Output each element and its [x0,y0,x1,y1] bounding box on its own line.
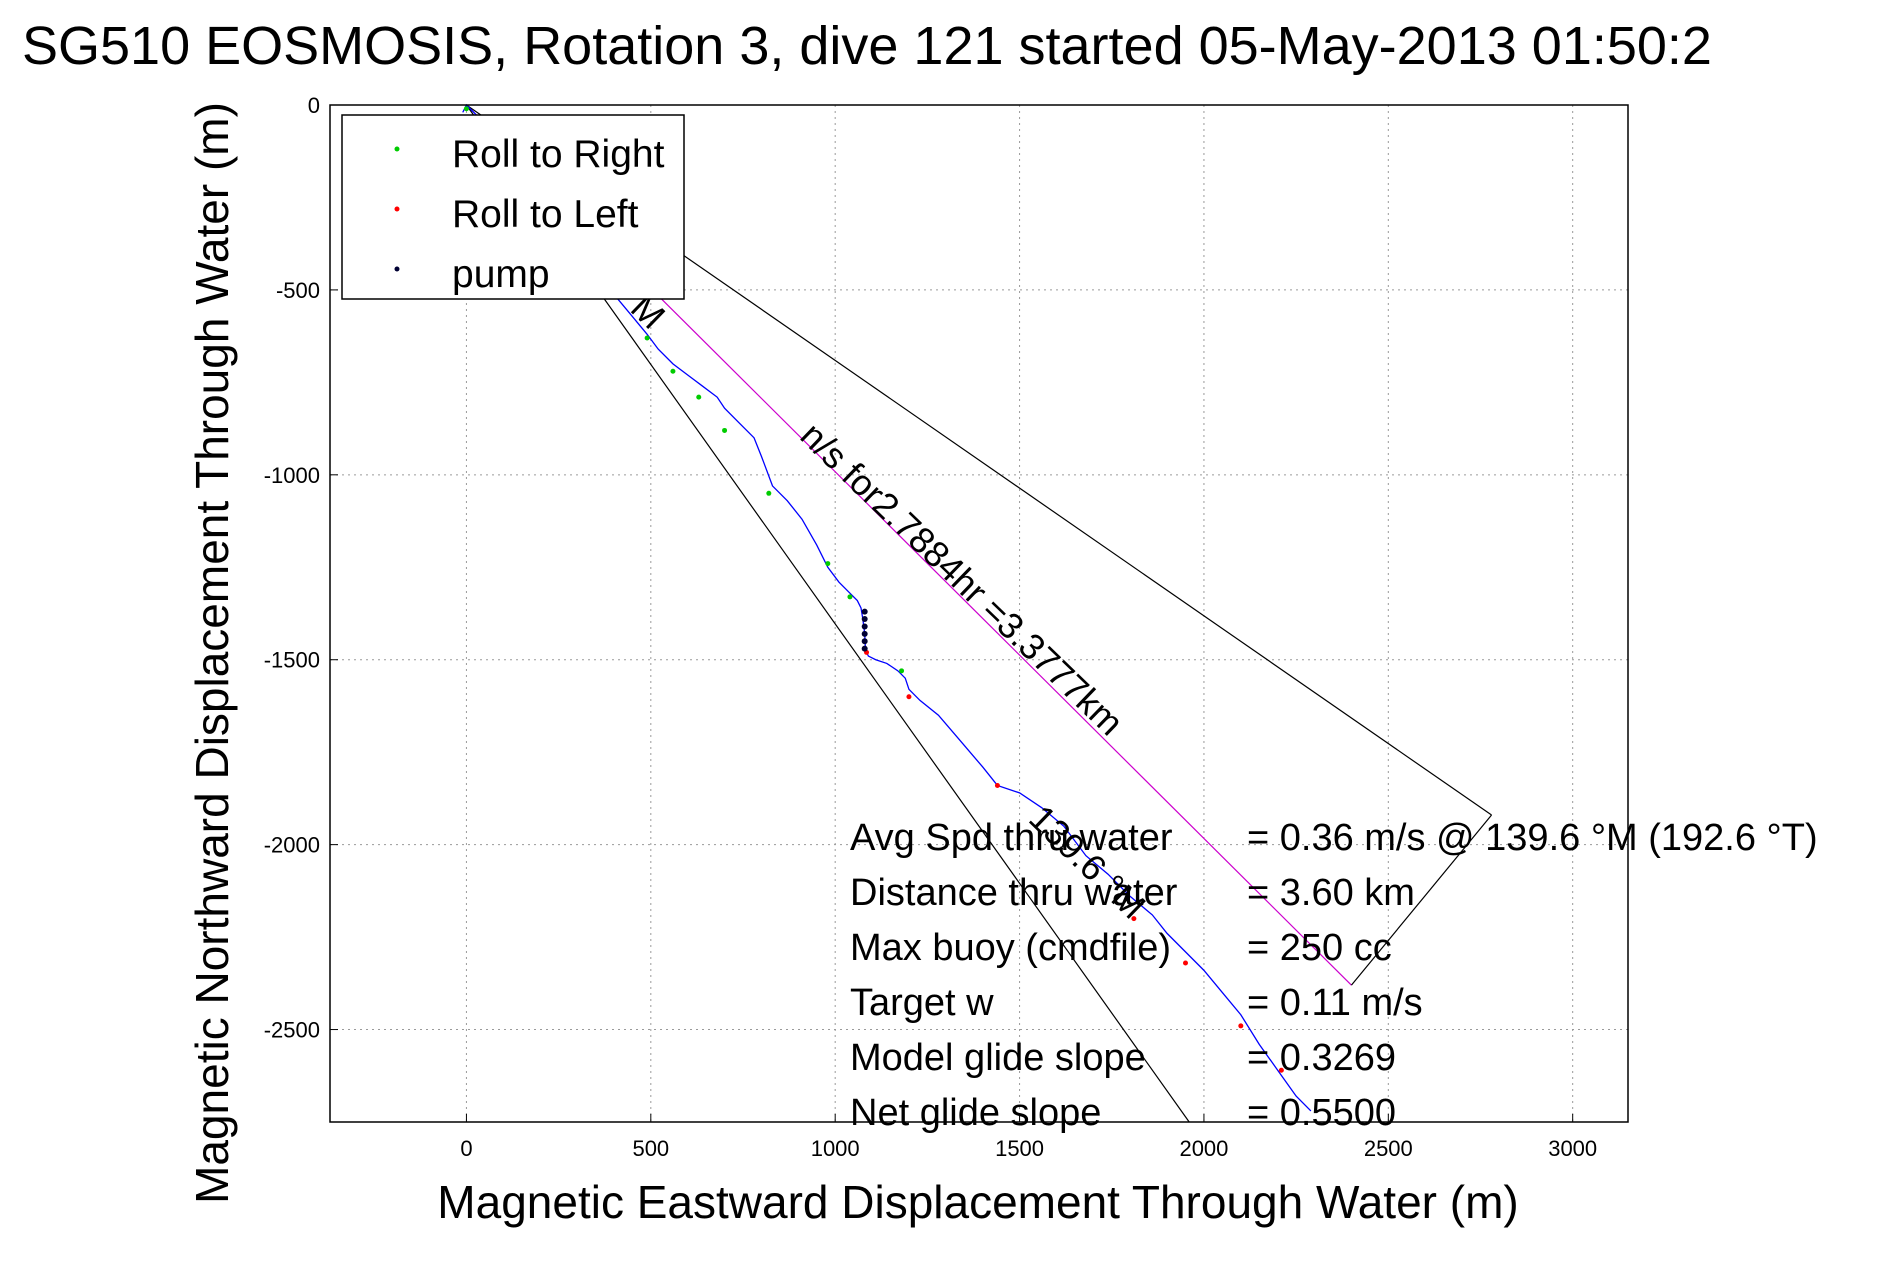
x-tick-label: 2000 [1179,1136,1228,1161]
marker-left [1238,1023,1244,1029]
stat-value: = 3.60 km [1247,872,1415,914]
y-tick-label: -2000 [264,833,320,858]
legend-label: Roll to Left [452,193,639,236]
marker-pump [861,645,868,652]
marker-left [1131,916,1137,922]
y-axis-label: Magnetic Northward Displacement Through … [186,102,238,1204]
stat-value: = 0.36 m/s @ 139.6 °M (192.6 °T) [1247,817,1818,859]
x-tick-label: 0 [460,1136,472,1161]
stat-label: Avg Spd thru water [850,817,1173,859]
stat-label: Distance thru water [850,872,1178,914]
x-tick-label: 500 [632,1136,669,1161]
legend-marker [394,206,400,212]
marker-right [696,394,702,400]
stat-label: Net glide slope [850,1092,1101,1134]
stat-label: Target w [850,982,994,1024]
x-tick-label: 1000 [811,1136,860,1161]
legend-label: Roll to Right [452,133,665,176]
stat-value: = 250 cc [1247,927,1392,969]
x-tick-label: 2500 [1364,1136,1413,1161]
marker-left [994,782,1000,788]
marker-pump [861,616,868,623]
reference-line [1350,814,1493,986]
stat-value: = 0.5500 [1247,1092,1396,1134]
y-tick-label: -1500 [264,648,320,673]
legend-label: pump [452,253,550,296]
marker-right [899,668,905,674]
x-tick-label: 1500 [995,1136,1044,1161]
marker-right [722,427,728,433]
legend-marker [394,266,400,272]
marker-left [906,694,912,700]
y-tick-label: -500 [276,278,320,303]
chart-title: SG510 EOSMOSIS, Rotation 3, dive 121 sta… [22,16,1712,76]
marker-pump [861,638,868,645]
axis-ticks: 0 500 1000 1500 2000 2500 3000 0 -500 -1000 -1500 -… [264,93,1597,1161]
x-axis-label: Magnetic Eastward Displacement Through W… [437,1176,1518,1228]
stat-label: Max buoy (cmdfile) [850,927,1171,969]
stat-value: = 0.11 m/s [1247,982,1423,1024]
marker-pump [861,608,868,615]
y-tick-label: -1000 [264,463,320,488]
track-markers [463,106,1284,1073]
marker-right [644,335,650,341]
marker-left [1183,960,1188,966]
marker-right [463,106,469,112]
stat-label: Model glide slope [850,1037,1146,1079]
x-tick-label: 3000 [1548,1136,1597,1161]
marker-pump [861,623,868,630]
marker-left [1278,1067,1284,1073]
marker-right [766,490,772,496]
track-annotation: n/s for2.7884hr =3.3777km [793,414,1132,743]
dive-stats: Avg Spd thru water = 0.36 m/s @ 139.6 °M … [850,817,1818,1134]
y-tick-label: 0 [308,93,320,118]
marker-right [825,561,831,567]
legend-marker [394,146,400,152]
legend: Roll to Right Roll to Left pump [341,114,685,300]
marker-pump [861,630,868,637]
plot-frame [329,104,1629,1123]
y-tick-label: -2500 [264,1018,320,1043]
stat-value: = 0.3269 [1247,1037,1396,1079]
marker-right [670,368,676,374]
marker-right [847,594,853,600]
